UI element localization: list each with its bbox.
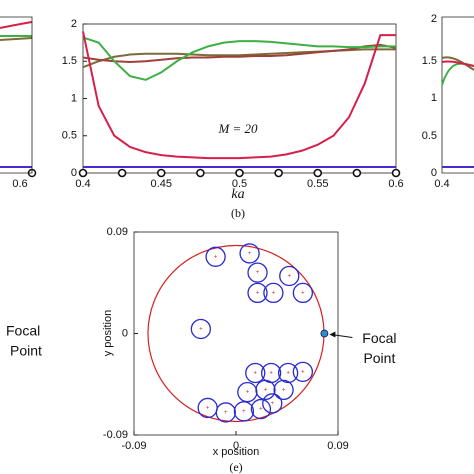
fragment-tick: 0.5 [422, 130, 437, 142]
x-tick-label: 0.55 [307, 178, 328, 190]
x-tick-label: 0 [233, 440, 239, 452]
fragment-tick: 1.5 [422, 55, 437, 67]
point-center: + [256, 290, 260, 296]
y-tick-label: 0 [122, 327, 128, 339]
y-tick-label: 0.5 [62, 130, 77, 142]
point-center: + [269, 371, 273, 377]
x-axis-label: ka [231, 187, 244, 202]
point-center: + [206, 406, 210, 412]
point-center: + [301, 369, 305, 375]
fragment-tick: 0 [431, 167, 437, 179]
focal-label: Point [363, 350, 395, 366]
y-tick-label: -0.09 [103, 429, 128, 441]
scatter-point [250, 398, 272, 420]
marker [78, 168, 88, 178]
point-center: + [254, 371, 258, 377]
scatter-point [292, 361, 314, 382]
point-center: + [272, 290, 276, 296]
fragment-line [441, 60, 474, 67]
point-center: + [301, 290, 305, 296]
marker [274, 168, 283, 178]
marker [352, 168, 362, 178]
fragment-line [0, 21, 33, 29]
marker [196, 168, 205, 178]
right-fragment: 2 1.5 1 0.5 0 0.4 [422, 13, 474, 190]
caption: (b) [231, 206, 245, 220]
scatter-point [273, 379, 294, 401]
line-series [82, 36, 396, 81]
line-series [82, 48, 396, 69]
fragment-tick: 2 [431, 13, 437, 25]
y-tick-label: 0.09 [107, 226, 128, 238]
line-series [82, 43, 397, 63]
left-fragment: 0.6 Focal Point [0, 16, 42, 359]
point-center: + [259, 407, 263, 413]
point-center: + [288, 274, 292, 280]
y-tick-label: 0 [71, 167, 77, 179]
fragment-label: Focal [6, 323, 40, 339]
point-center: + [271, 401, 275, 407]
x-axis-label: x position [213, 446, 259, 458]
fragment-frame [441, 16, 474, 174]
fragment-line [441, 56, 474, 71]
point-center: + [256, 270, 260, 276]
scatter-point [247, 282, 268, 304]
point-center: + [246, 390, 250, 396]
fragment-marker [27, 168, 37, 178]
scatter-point [292, 282, 314, 304]
point-center: + [224, 410, 228, 416]
scatter-point [245, 362, 266, 384]
scatter-point [279, 265, 300, 287]
x-tick-label: 0.45 [151, 178, 172, 190]
marker [156, 168, 166, 178]
fragment-label: Point [10, 343, 42, 359]
marker [313, 168, 323, 178]
caption: (e) [229, 460, 242, 474]
x-tick-label: 0.6 [388, 178, 403, 190]
scatter-point [205, 246, 226, 267]
marker [391, 168, 401, 178]
point-center: + [242, 409, 246, 415]
focal-arrowhead [329, 331, 336, 338]
point-center: + [282, 387, 286, 393]
point-center: + [199, 327, 203, 333]
scatter-point [233, 401, 255, 422]
y-tick-label: 1.5 [62, 55, 77, 67]
point-center: + [214, 254, 218, 260]
scatter-point [190, 318, 212, 340]
fragment-line [0, 37, 33, 41]
scatter-point [263, 282, 284, 304]
marker [235, 168, 244, 178]
point-center: + [264, 387, 268, 393]
scatter-point [255, 379, 276, 401]
point-center: + [286, 371, 290, 377]
fragment-tick: 0.6 [12, 178, 27, 190]
scatter-point [262, 393, 283, 414]
fragment-frame [0, 16, 33, 174]
marker [117, 168, 127, 178]
fragment-tick: 0.4 [434, 178, 449, 190]
plot-frame [133, 231, 339, 436]
scatter-point [215, 402, 236, 423]
scatter-point [239, 243, 260, 264]
focal-label: Focal [362, 330, 396, 346]
y-tick-label: 1 [71, 92, 77, 104]
x-tick-label: 0.4 [75, 178, 90, 190]
x-tick-label: 0.09 [327, 440, 348, 452]
annotation: M = 20 [217, 121, 258, 136]
y-axis-label: y position [102, 310, 114, 356]
y-tick-label: 2 [71, 18, 77, 30]
focal-point [320, 329, 329, 338]
fragment-tick: 1 [431, 92, 437, 104]
x-tick-label: -0.09 [121, 440, 146, 452]
line-series [82, 31, 396, 160]
scatter-point [247, 262, 268, 283]
point-center: + [248, 251, 252, 257]
scatter-point [277, 362, 299, 384]
x-tick-label: 0.5 [232, 178, 247, 190]
